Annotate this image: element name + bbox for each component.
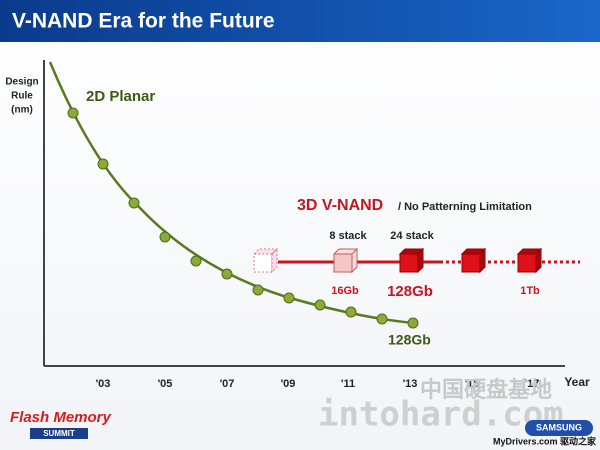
x-label: '15 <box>465 378 480 390</box>
x-label: '05 <box>158 378 173 390</box>
x-label: '03 <box>96 378 111 390</box>
planar-end-label: 128Gb <box>388 332 431 348</box>
stack-label: 8 stack <box>329 230 367 242</box>
site: MyDrivers.com 驱动之家 <box>493 435 597 446</box>
cube <box>516 247 543 274</box>
x-label: '09 <box>281 378 296 390</box>
y-label-line: Design <box>5 77 38 88</box>
x-label: '11 <box>341 378 355 390</box>
point <box>97 158 109 170</box>
point <box>159 231 171 243</box>
capacity-label: 16Gb <box>331 285 359 297</box>
logo-band <box>30 428 88 439</box>
title: V-NAND Era for the Future <box>12 10 275 33</box>
brand: SAMSUNG <box>536 422 582 432</box>
planar-label: 2D Planar <box>86 88 155 105</box>
x-labels: '03 '05 '07 '09 '11 '13 '15 '17 <box>96 378 540 390</box>
x-label: '07 <box>220 378 235 390</box>
point <box>190 255 202 267</box>
cube <box>252 247 279 274</box>
cube <box>398 247 425 274</box>
vnand-subtitle: / No Patterning Limitation <box>398 201 532 213</box>
y-label-line: (nm) <box>11 105 33 116</box>
point <box>128 197 140 209</box>
cubes <box>252 247 543 274</box>
vnand-title: 3D V-NAND <box>297 197 383 214</box>
point <box>67 107 79 119</box>
x-axis-title: Year <box>564 375 590 389</box>
capacity-label: 128Gb <box>387 283 433 300</box>
watermark-cn: 中国硬盘基地 <box>420 377 552 402</box>
title-bar <box>0 0 600 42</box>
x-label: '13 <box>403 378 418 390</box>
point <box>252 284 264 296</box>
cube <box>332 247 359 274</box>
cube <box>460 247 487 274</box>
point <box>283 292 295 304</box>
stack-label: 24 stack <box>390 230 434 242</box>
logo-top: Flash Memory <box>10 409 112 426</box>
y-label-line: Rule <box>11 91 33 102</box>
point <box>221 268 233 280</box>
point <box>345 306 357 318</box>
logo-bottom: SUMMIT <box>43 429 75 438</box>
point <box>376 313 388 325</box>
watermark: intohard.com <box>318 395 564 435</box>
brand-badge <box>525 420 593 436</box>
y-axis-label: Design Rule (nm) <box>5 77 38 116</box>
point <box>407 317 419 329</box>
planar-points <box>67 107 419 329</box>
capacity-label: 1Tb <box>520 285 540 297</box>
x-label: '17 <box>525 378 540 390</box>
point <box>314 299 326 311</box>
